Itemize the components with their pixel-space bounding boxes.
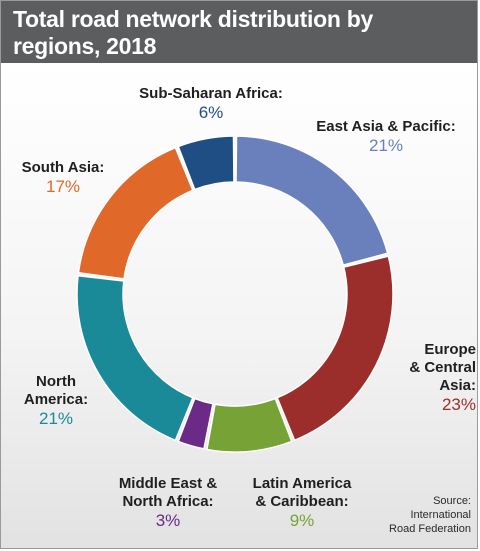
slice-value: 21%	[38, 409, 74, 428]
label-europe-central-asia: Europe & Central Asia: 23%	[396, 341, 476, 415]
slice-north-america	[76, 274, 194, 442]
slice-name: North	[36, 373, 76, 390]
label-sub-saharan-africa: Sub-Saharan Africa: 6%	[131, 85, 291, 123]
slice-name: & Caribbean:	[255, 493, 349, 510]
slice-value: 3%	[155, 511, 181, 530]
label-latin-america-caribbean: Latin America & Caribbean: 9%	[237, 475, 367, 531]
slice-value: 9%	[289, 511, 315, 530]
label-middle-east-north-africa: Middle East & North Africa: 3%	[103, 475, 233, 531]
slice-value: 21%	[368, 136, 404, 155]
slice-sub-saharan-africa	[177, 135, 235, 191]
slice-latin-america-caribbean	[206, 397, 293, 453]
slice-name: America:	[23, 391, 89, 408]
slice-name: Europe	[424, 341, 476, 358]
slice-name: East Asia & Pacific:	[316, 118, 456, 135]
slice-name: South Asia:	[21, 159, 105, 176]
slice-europe-central-asia	[276, 255, 394, 442]
slice-name: Middle East &	[118, 475, 218, 492]
slice-middle-east-north-africa	[177, 397, 214, 450]
label-south-asia: South Asia: 17%	[13, 159, 113, 197]
source-line: Road Federation	[389, 523, 471, 535]
slice-name: Sub-Saharan Africa:	[139, 85, 283, 102]
slice-name: & Central	[409, 359, 476, 376]
source-line: International	[410, 509, 471, 521]
donut-chart	[76, 135, 394, 453]
slice-name: Latin America	[252, 475, 352, 492]
source-note: Source: International Road Federation	[389, 494, 471, 536]
slice-value: 23%	[441, 395, 476, 414]
label-east-asia-pacific: East Asia & Pacific: 21%	[301, 118, 471, 156]
label-north-america: North America: 21%	[21, 373, 91, 429]
slice-south-asia	[77, 146, 194, 280]
slice-east-asia-pacific	[235, 135, 389, 267]
slice-name: Asia:	[439, 377, 476, 394]
title-banner: Total road network distribution by regio…	[1, 1, 477, 63]
chart-title: Total road network distribution by regio…	[13, 6, 373, 59]
source-line: Source:	[433, 495, 471, 507]
slice-value: 6%	[198, 103, 224, 122]
chart-body: East Asia & Pacific: 21% Europe & Central As…	[1, 63, 477, 548]
slice-name: North Africa:	[122, 493, 214, 510]
slice-value: 17%	[45, 177, 81, 196]
